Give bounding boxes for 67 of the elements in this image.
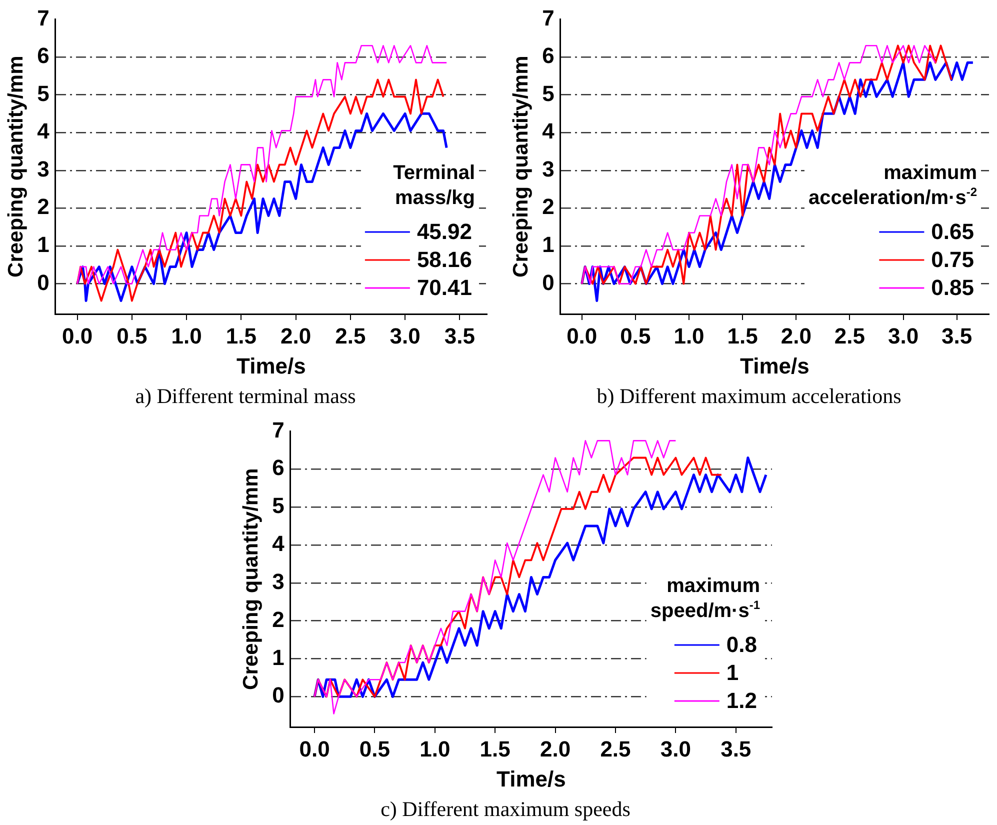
y-tick-label: 1: [272, 644, 284, 670]
legend-label: 0.75: [931, 247, 974, 272]
legend-label: 1.2: [726, 688, 758, 714]
x-tick-label: 2.5: [600, 736, 631, 762]
x-tick-label: 3.0: [888, 323, 919, 348]
x-tick-label: 0.5: [116, 323, 148, 348]
y-tick-label: 7: [272, 417, 284, 442]
x-axis-title: Time/s: [236, 354, 306, 379]
text: c) Different maximum speeds: [380, 796, 630, 821]
x-tick-label: 0.0: [566, 323, 598, 348]
x-tick-label: 3.0: [660, 736, 691, 762]
text: a) Different terminal mass: [135, 384, 356, 408]
x-tick-label: 0.0: [299, 736, 330, 762]
y-axis-title: Creeping quantity/mm: [4, 56, 28, 278]
y-tick-label: 7: [37, 5, 50, 30]
y-tick-label: 4: [37, 118, 50, 144]
x-tick-label: 2.0: [280, 323, 312, 348]
y-tick-label: 0: [542, 270, 554, 295]
x-axis-title: Time/s: [740, 354, 810, 379]
y-tick-label: 5: [272, 493, 284, 518]
y-axis-title: Creeping quantity/mm: [239, 468, 262, 690]
x-tick-label: 0.5: [359, 736, 390, 762]
x-tick-label: 3.5: [942, 323, 972, 348]
y-tick-label: 7: [542, 5, 554, 30]
legend-label: 0.8: [726, 632, 758, 658]
y-tick-label: 1: [542, 232, 554, 258]
x-tick-label: 1.5: [480, 736, 510, 762]
x-tick-label: 3.5: [444, 323, 475, 348]
legend-label: 45.92: [416, 219, 472, 244]
y-tick-label: 5: [542, 80, 554, 106]
text: b) Different maximum accelerations: [596, 384, 902, 408]
y-tick-label: 2: [37, 194, 50, 220]
y-tick-label: 6: [542, 43, 554, 68]
x-tick-label: 2.5: [834, 323, 866, 348]
y-tick-label: 3: [272, 568, 284, 594]
x-tick-label: 3.5: [720, 736, 752, 762]
y-tick-label: 3: [542, 156, 554, 182]
y-tick-label: 2: [542, 194, 554, 220]
x-tick-label: 1.0: [674, 323, 704, 348]
legend-label: 70.41: [416, 275, 472, 300]
legend-title: Terminal mass/kg: [393, 162, 476, 209]
y-tick-label: 6: [37, 43, 50, 68]
y-tick-label: 1: [37, 232, 50, 258]
y-tick-label: 4: [272, 531, 286, 556]
legend-label: 0.65: [931, 219, 974, 244]
x-tick-label: 2.5: [335, 323, 366, 348]
x-tick-label: 1.0: [420, 736, 450, 762]
y-tick-label: 2: [272, 606, 284, 632]
y-tick-label: 6: [272, 455, 284, 480]
y-tick-label: 0: [37, 270, 50, 295]
legend-label: 0.85: [931, 275, 974, 300]
x-tick-label: 2.0: [540, 736, 571, 762]
x-tick-label: 0.0: [62, 323, 93, 348]
x-tick-label: 3.0: [390, 323, 420, 348]
y-tick-label: 3: [37, 156, 50, 182]
y-tick-label: 5: [37, 80, 50, 106]
y-tick-label: 4: [542, 118, 556, 144]
x-tick-label: 1.5: [226, 323, 256, 348]
x-axis-title: Time/s: [496, 766, 566, 792]
y-tick-label: 0: [272, 682, 284, 708]
x-tick-label: 2.0: [780, 323, 812, 348]
legend-label: 58.16: [416, 247, 472, 272]
legend-label: 1: [726, 660, 739, 686]
x-tick-label: 1.0: [171, 323, 202, 348]
y-axis-title: Creeping quantity/mm: [509, 56, 532, 278]
x-tick-label: 1.5: [727, 323, 758, 348]
x-tick-label: 0.5: [620, 323, 651, 348]
